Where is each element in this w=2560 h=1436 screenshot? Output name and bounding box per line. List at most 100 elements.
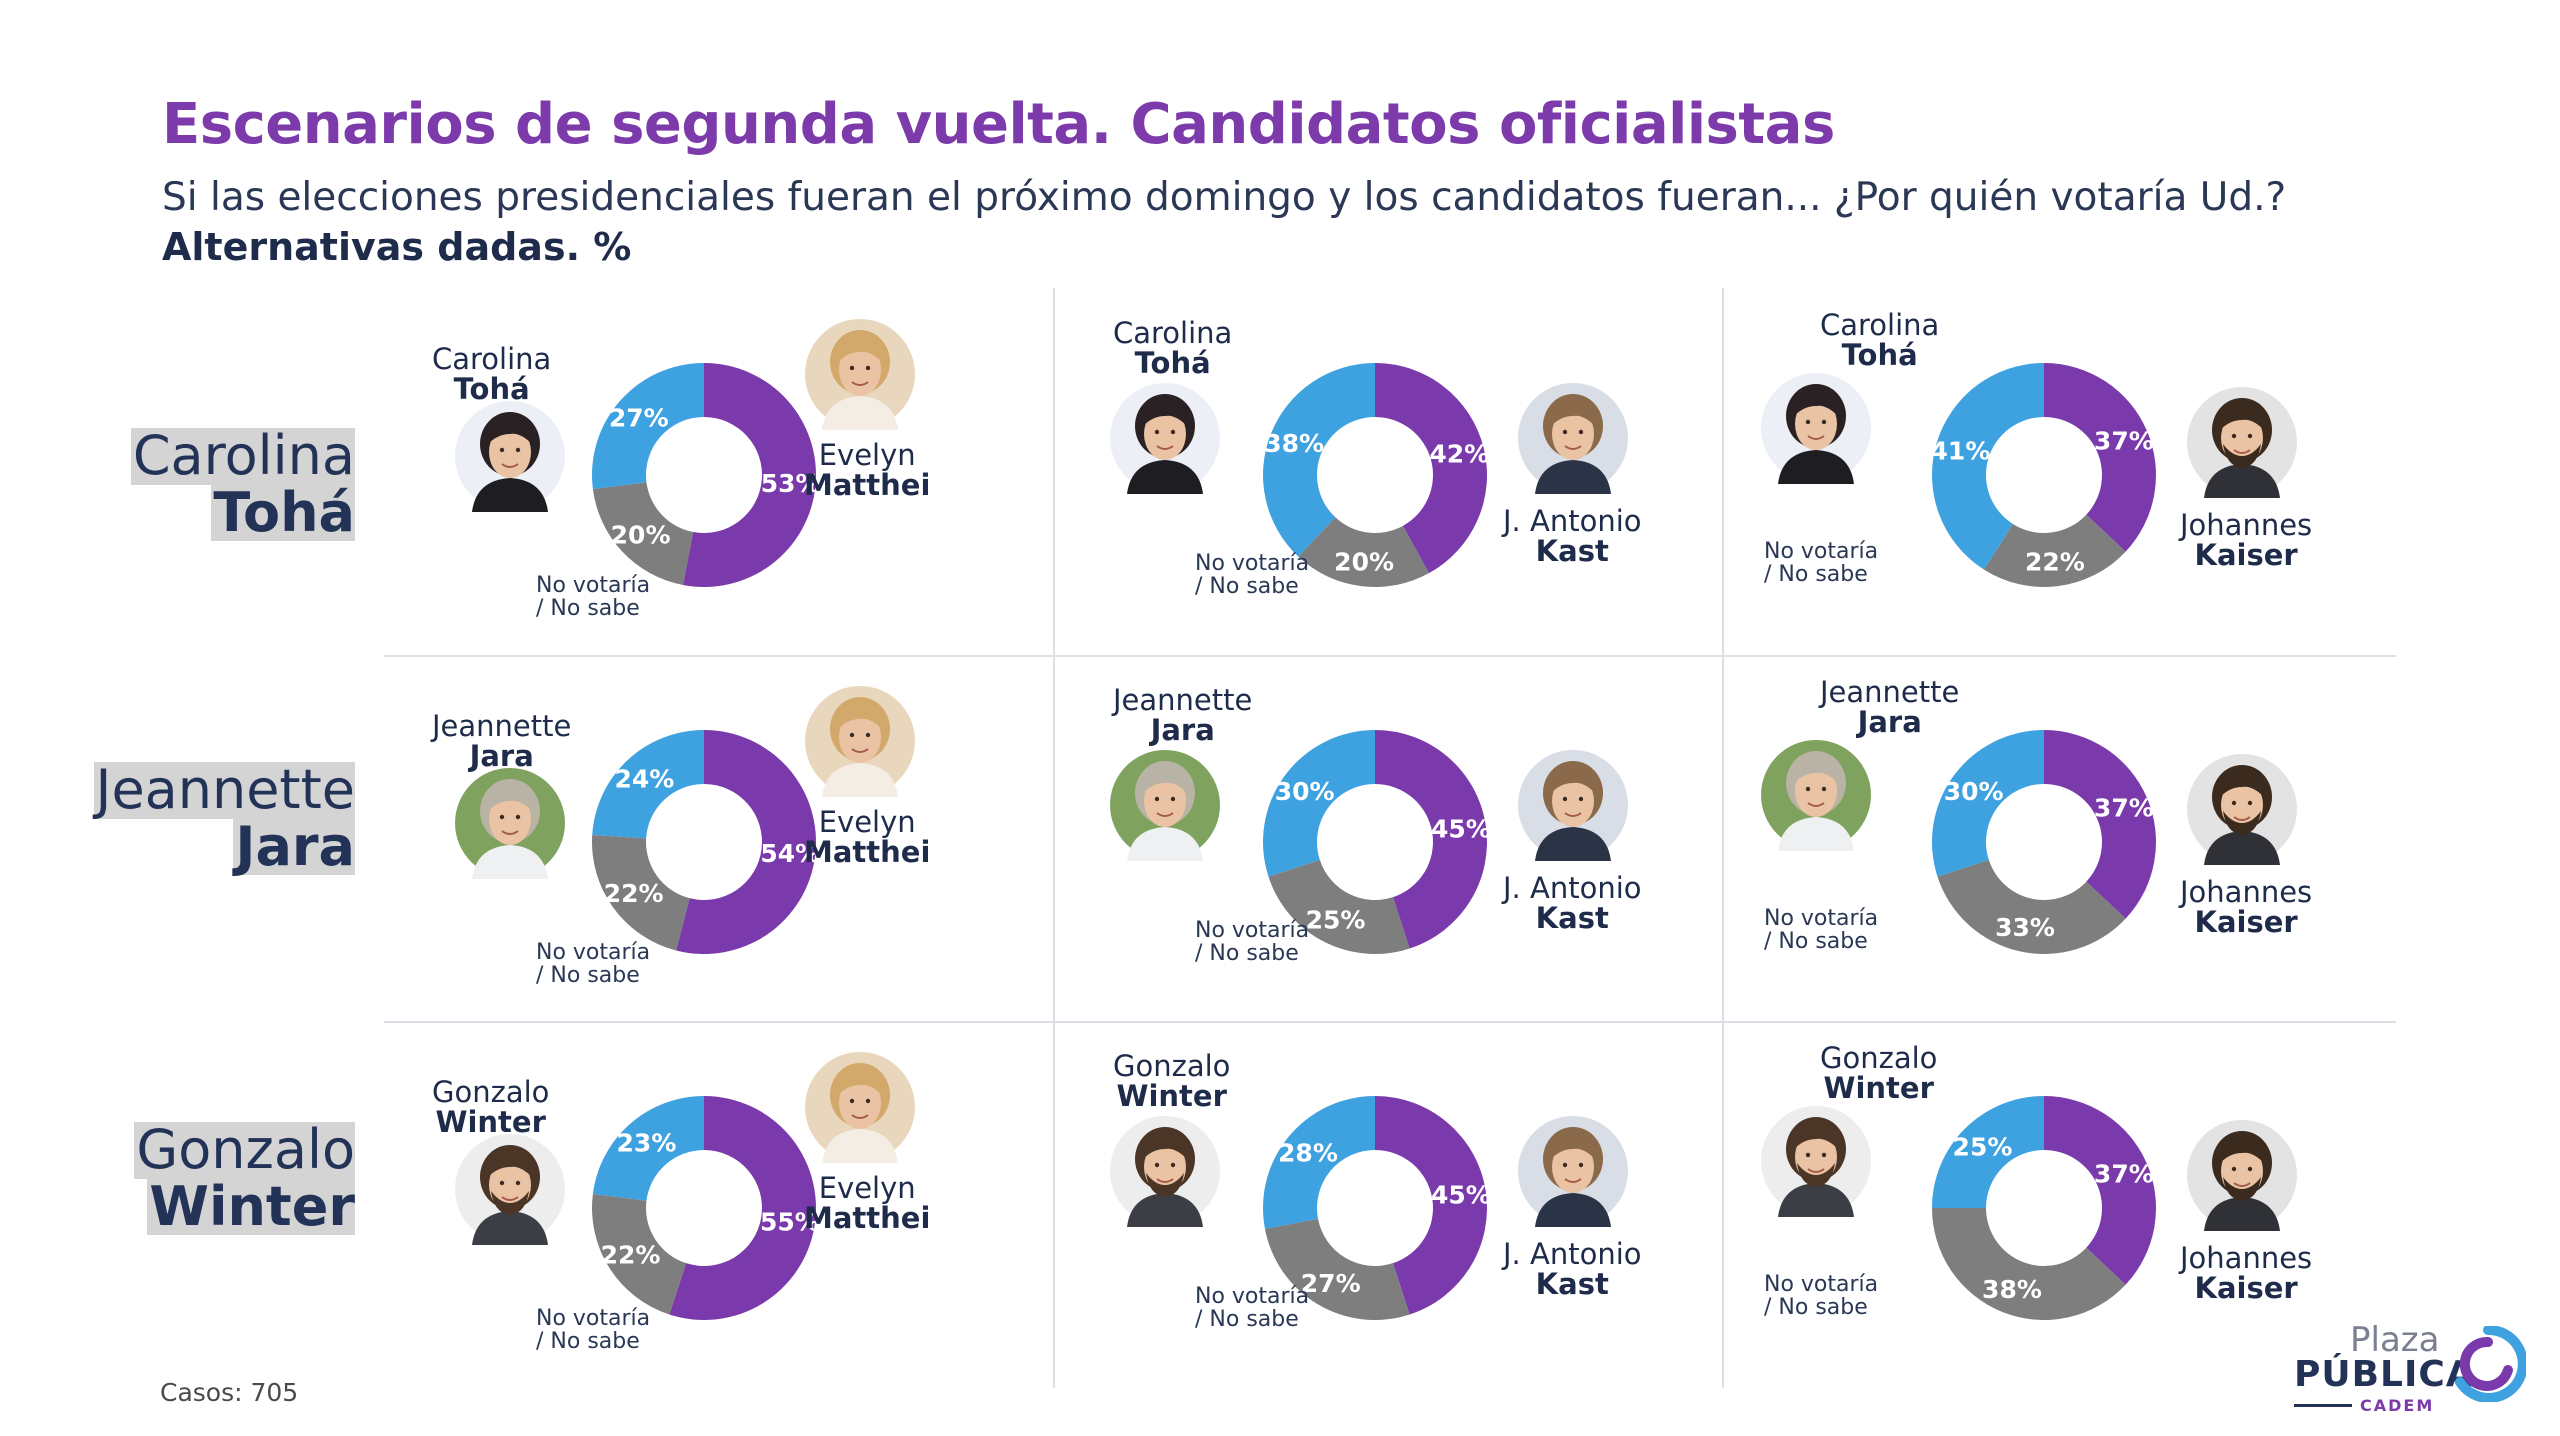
- candidate-last-name: Jara: [469, 739, 534, 774]
- slice-opponent: [1375, 730, 1487, 949]
- no-vote-line-1: No votaría: [536, 1306, 651, 1331]
- slice-opponent: [2044, 730, 2156, 919]
- slice-official-label: 27%: [609, 403, 669, 432]
- candidate-last-name: Kaiser: [2194, 905, 2298, 940]
- page-title: Escenarios de segunda vuelta. Candidatos…: [162, 92, 1835, 157]
- slice-official: [1932, 1096, 2044, 1208]
- no-vote-line-2: / No sabe: [1764, 1295, 1868, 1321]
- slice-no-vote-label: 25%: [1306, 906, 1366, 935]
- slice-no-vote: [1937, 859, 2126, 954]
- no-vote-label: No votaría / No sabe: [536, 1307, 650, 1353]
- slice-opponent: [683, 363, 816, 587]
- slice-opponent: [1375, 1096, 1487, 1315]
- candidate-last-name: Winter: [1116, 1079, 1227, 1114]
- sample-size: Casos: 705: [160, 1378, 299, 1407]
- slice-opponent-label: 37%: [2094, 1159, 2154, 1188]
- slice-no-vote-label: 22%: [601, 1241, 661, 1270]
- candidate-first-name: Evelyn: [818, 1171, 916, 1205]
- opponent-candidate-label: Johannes Kaiser: [2180, 877, 2312, 938]
- page-subtitle: Si las elecciones presidenciales fueran …: [162, 175, 2287, 220]
- slice-official-label: 38%: [1264, 429, 1324, 458]
- candidate-last-name: Winter: [1823, 1071, 1934, 1106]
- logo-line-2: PÚBLICA: [2294, 1354, 2475, 1395]
- logo-underline: [2294, 1404, 2352, 1407]
- slice-no-vote-label: 22%: [604, 879, 664, 908]
- candidate-last-name: Matthei: [804, 1201, 931, 1236]
- candidate-first-name: Gonzalo: [1113, 1049, 1231, 1083]
- slice-official-label: 25%: [1953, 1132, 2013, 1161]
- candidate-first-name: Carolina: [1113, 316, 1233, 350]
- candidate-last-name: Kaiser: [2194, 538, 2298, 573]
- donut-svg: 37% 22% 41%: [1931, 363, 2156, 587]
- man-curly-hair-avatar: [454, 1133, 566, 1245]
- no-vote-label: No votaría / No sabe: [1764, 1273, 1878, 1319]
- no-vote-line-1: No votaría: [1195, 1284, 1310, 1309]
- donut-svg: 53% 20% 27%: [592, 363, 821, 587]
- candidate-first-name: Carolina: [1820, 308, 1940, 342]
- slice-official: [592, 363, 704, 490]
- official-candidate-label: Carolina Tohá: [1820, 310, 1939, 371]
- donut-svg: 42% 20% 38%: [1263, 363, 1489, 587]
- donut-chart: 37% 33% 30% Jeannette Jara Johannes Kaiser No v…: [1724, 657, 2364, 1017]
- grid-divider: [384, 655, 2396, 657]
- candidate-last-name: Tohá: [453, 372, 530, 407]
- slice-no-vote-label: 20%: [611, 521, 671, 550]
- opponent-candidate-label: J. Antonio Kast: [1503, 506, 1642, 567]
- woman-blonde-hair-avatar: [804, 685, 916, 797]
- woman-short-dark-hair-avatar: [1760, 372, 1872, 484]
- man-curly-hair-avatar: [1760, 1105, 1872, 1217]
- woman-short-dark-hair-avatar: [454, 400, 566, 512]
- woman-gray-hair-avatar: [1760, 739, 1872, 851]
- candidate-last-name: Jara: [1150, 713, 1215, 748]
- slice-opponent-label: 53%: [761, 469, 821, 498]
- donut-chart: 53% 20% 27% Carolina Tohá Evelyn Matthei No vot…: [384, 290, 1024, 650]
- slice-opponent-label: 54%: [760, 839, 820, 868]
- candidate-last-name: Jara: [1857, 705, 1922, 740]
- slice-official: [592, 730, 704, 839]
- no-vote-line-2: / No sabe: [1195, 574, 1299, 600]
- candidate-first-name: Johannes: [2180, 875, 2313, 909]
- slice-opponent-label: 42%: [1429, 439, 1489, 468]
- slice-opponent: [676, 730, 816, 954]
- opponent-candidate-label: J. Antonio Kast: [1503, 1239, 1642, 1300]
- donut-chart: 54% 22% 24% Jeannette Jara Evelyn Matthei No vo…: [384, 657, 1024, 1017]
- official-candidate-label: Gonzalo Winter: [1820, 1043, 1937, 1104]
- slice-opponent-label: 37%: [2094, 793, 2154, 822]
- slice-official-label: 24%: [615, 765, 675, 794]
- candidate-last-name: Kast: [1535, 1267, 1609, 1302]
- slice-opponent: [669, 1096, 816, 1320]
- slice-official: [1932, 730, 2044, 877]
- candidate-first-name: Johannes: [2180, 508, 2313, 542]
- donut-svg: 45% 25% 30%: [1263, 730, 1491, 954]
- slice-opponent: [2044, 1096, 2156, 1285]
- man-suit-avatar: [1517, 749, 1629, 861]
- slice-official-label: 30%: [1275, 777, 1335, 806]
- no-vote-line-1: No votaría: [1195, 551, 1310, 576]
- opponent-candidate-label: Johannes Kaiser: [2180, 510, 2312, 571]
- candidate-first-name: Jeannette: [432, 709, 572, 743]
- donut-chart: 45% 25% 30% Jeannette Jara J. Antonio Kast No v…: [1055, 657, 1695, 1017]
- logo-line-3: CADEM: [2360, 1396, 2435, 1415]
- candidate-last-name: Winter: [435, 1105, 546, 1140]
- no-vote-line-2: / No sabe: [1195, 1307, 1299, 1333]
- official-candidate-label: Gonzalo Winter: [432, 1077, 549, 1138]
- no-vote-line-1: No votaría: [536, 573, 651, 598]
- page-subtitle-note: Alternativas dadas. %: [162, 225, 632, 269]
- row-label-last: Winter: [147, 1174, 355, 1238]
- donut-chart: 45% 27% 28% Gonzalo Winter J. Antonio Kast No v…: [1055, 1023, 1695, 1383]
- donut-chart: 37% 38% 25% Gonzalo Winter Johannes Kaiser No v…: [1724, 1023, 2364, 1383]
- slice-official-label: 28%: [1278, 1139, 1338, 1168]
- no-vote-label: No votaría / No sabe: [1764, 540, 1878, 586]
- candidate-last-name: Tohá: [1134, 346, 1211, 381]
- slice-opponent-label: 37%: [2094, 426, 2154, 455]
- slice-official-label: 41%: [1931, 437, 1991, 466]
- slice-official: [1932, 363, 2044, 570]
- no-vote-line-1: No votaría: [1764, 539, 1879, 564]
- candidate-first-name: Carolina: [432, 342, 552, 376]
- man-beard-avatar: [2186, 1119, 2298, 1231]
- row-label-winter: Gonzalo Winter: [134, 1121, 355, 1238]
- slice-official-label: 30%: [1944, 777, 2004, 806]
- candidate-first-name: Evelyn: [818, 438, 916, 472]
- no-vote-line-2: / No sabe: [536, 1329, 640, 1355]
- no-vote-label: No votaría / No sabe: [1195, 552, 1309, 598]
